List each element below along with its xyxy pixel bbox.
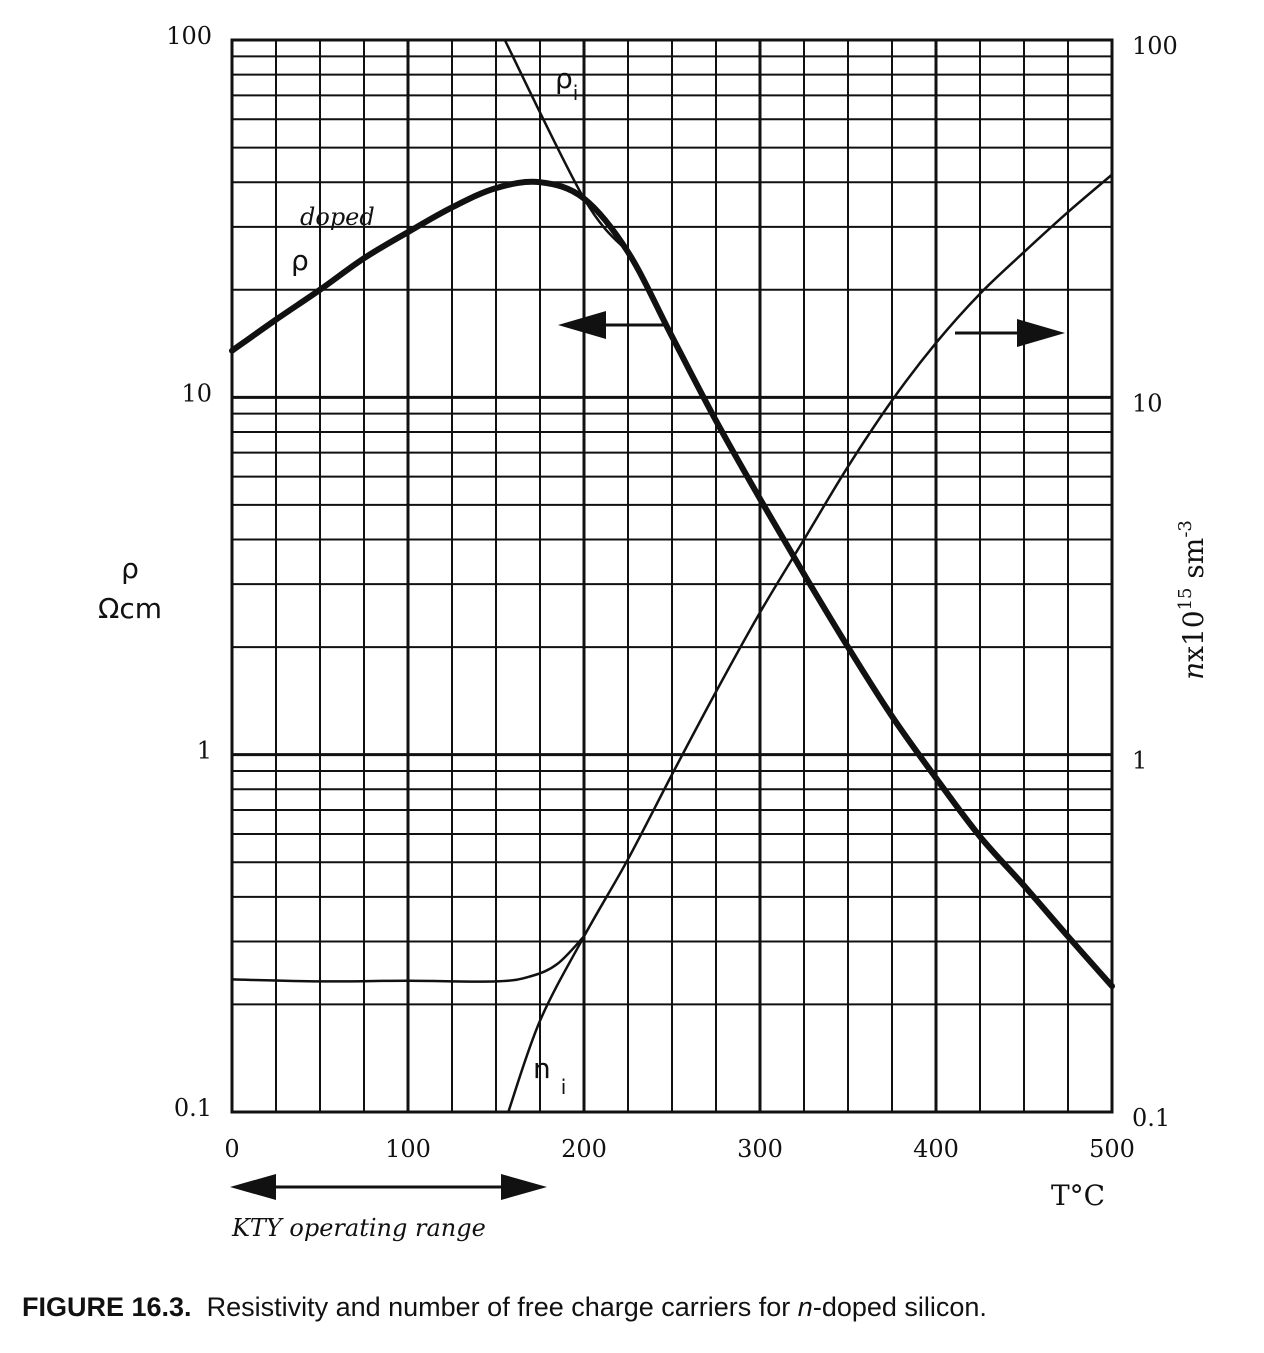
grid — [230, 38, 1114, 1114]
n-i-sub: i — [561, 1075, 567, 1099]
right-axis-label-unit-exp: -3 — [1175, 520, 1196, 538]
x-tick-label: 100 — [385, 1135, 431, 1163]
rho-i-sub: i — [573, 81, 579, 105]
right-arrow-icon — [955, 319, 1065, 347]
right-axis-label-unit: sm — [1177, 538, 1210, 588]
right-tick-label: 0.1 — [1132, 1104, 1170, 1132]
caption-text-italic: n — [797, 1292, 813, 1322]
curves — [229, 38, 1115, 1114]
rho-i-symbol: ρ — [555, 62, 573, 95]
x-tick-label: 400 — [913, 1135, 959, 1163]
series-rho-doped — [229, 178, 1115, 990]
series-rho-i — [503, 38, 630, 254]
left-tick-label: 10 — [181, 379, 212, 407]
left-tick-label: 0.1 — [174, 1094, 212, 1122]
x-tick-label: 0 — [224, 1135, 239, 1163]
x-tick-label: 200 — [561, 1135, 607, 1163]
x-tick-label: 300 — [737, 1135, 783, 1163]
caption-text-post: -doped silicon. — [812, 1292, 987, 1322]
left-tick-label: 100 — [166, 22, 212, 50]
caption-text-pre: Resistivity and number of free charge ca… — [191, 1292, 798, 1322]
series-n-doped — [230, 935, 586, 983]
n-i-label: ni — [533, 1052, 566, 1099]
operating-range-arrow — [230, 1174, 547, 1200]
rho-i-label: ρi — [555, 62, 578, 105]
x-axis-label: T°C — [1051, 1179, 1105, 1212]
x-tick-label: 500 — [1089, 1135, 1135, 1163]
right-axis-label-n: n — [1177, 662, 1210, 680]
operating-range-label: KTY operating range — [231, 1214, 486, 1242]
right-axis-label-x10: x10 — [1177, 610, 1210, 661]
tick-labels: 0 100 200 300 400 500 0.1 1 10 100 0.1 1 10 100 — [166, 22, 1178, 1163]
left-axis-label-symbol: ρ — [121, 552, 139, 585]
plot-frame — [230, 38, 1114, 1114]
figure-caption: FIGURE 16.3. Resistivity and number of f… — [22, 1292, 987, 1323]
n-i-symbol: n — [533, 1052, 551, 1085]
series-n-i — [507, 173, 1114, 1114]
left-arrow-icon — [558, 311, 665, 339]
right-axis-label-exp: 15 — [1175, 588, 1196, 611]
left-axis-label-unit: Ωcm — [98, 592, 162, 625]
rho-doped-sup: doped — [300, 203, 375, 231]
rho-doped-symbol: ρ — [291, 244, 309, 277]
rho-doped-label: ρ — [291, 244, 309, 277]
caption-figure-number: FIGURE 16.3. — [22, 1292, 192, 1322]
right-tick-label: 10 — [1132, 389, 1163, 417]
left-tick-label: 1 — [197, 737, 212, 765]
right-tick-label: 100 — [1132, 32, 1178, 60]
right-tick-label: 1 — [1132, 747, 1147, 775]
right-axis-label: nx1015 sm-3 — [1175, 520, 1210, 680]
